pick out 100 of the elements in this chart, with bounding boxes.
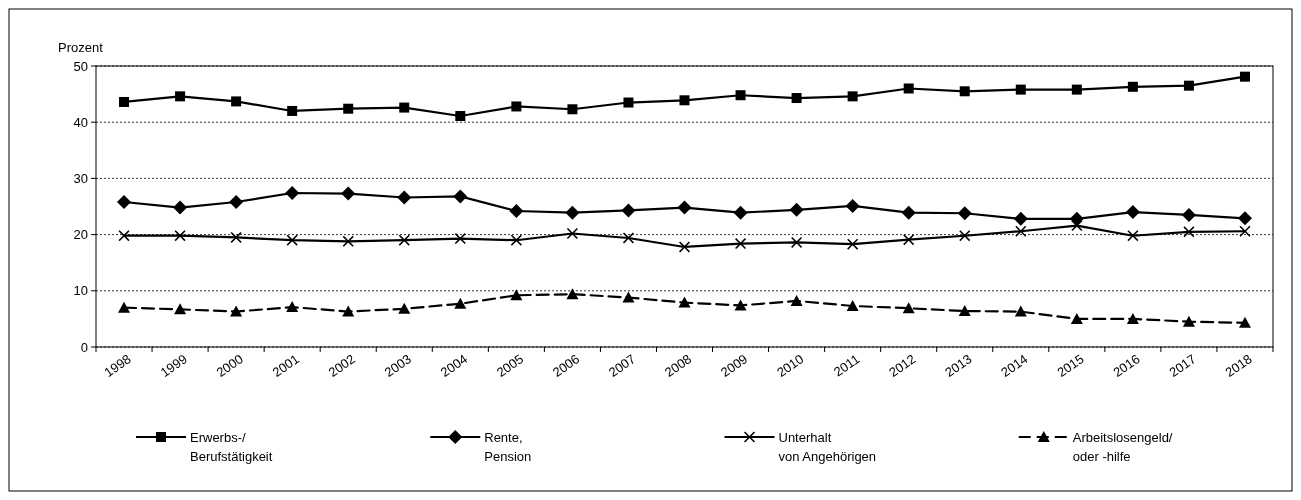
- point: [791, 236, 803, 248]
- y-tick-label: 30: [73, 170, 88, 186]
- point: [1239, 225, 1251, 237]
- point: [958, 305, 971, 317]
- legend-label: Erwerbs-/ Berufstätigkeit: [190, 430, 273, 464]
- point: [1071, 220, 1083, 232]
- point: [734, 299, 747, 311]
- point: [231, 96, 242, 107]
- point: [791, 93, 802, 104]
- point: [454, 297, 467, 309]
- point: [790, 294, 803, 306]
- point: [510, 289, 523, 301]
- point: [174, 303, 187, 315]
- point: [397, 190, 412, 205]
- y-tick-label: 50: [73, 58, 88, 74]
- point: [117, 195, 132, 209]
- y-axis-title: Prozent: [58, 40, 104, 55]
- x-tick-label: 2002: [325, 351, 358, 381]
- x-tick-label: 2011: [830, 351, 863, 380]
- point: [1182, 315, 1195, 327]
- point: [287, 105, 298, 116]
- point: [399, 102, 410, 113]
- point: [567, 104, 578, 115]
- x-tick-label: 2000: [213, 351, 246, 381]
- point: [679, 95, 690, 106]
- point: [398, 234, 410, 246]
- x-tick-label: 2014: [998, 351, 1031, 381]
- point: [1015, 225, 1027, 237]
- point: [621, 203, 636, 218]
- point: [1127, 230, 1139, 242]
- point: [398, 302, 411, 314]
- point: [509, 204, 524, 218]
- point: [622, 232, 634, 244]
- x-tick-label: 2004: [437, 351, 471, 381]
- point: [342, 305, 355, 317]
- point: [286, 301, 299, 313]
- point: [510, 234, 522, 246]
- point: [846, 299, 859, 311]
- legend-label: Unterhalt von Angehörigen: [778, 430, 877, 464]
- point: [1127, 81, 1138, 92]
- point: [565, 205, 580, 220]
- point: [847, 91, 858, 102]
- point: [903, 234, 915, 246]
- y-tick-label: 0: [80, 339, 88, 355]
- point: [455, 111, 466, 122]
- point: [845, 198, 860, 213]
- x-tick-label: 2001: [269, 351, 302, 381]
- y-tick-label: 10: [73, 283, 88, 299]
- point: [623, 97, 634, 108]
- point: [1183, 226, 1195, 238]
- point: [175, 91, 186, 102]
- x-tick-label: 2010: [774, 351, 807, 381]
- y-tick-label: 40: [73, 114, 88, 130]
- point: [566, 288, 579, 300]
- point: [285, 186, 300, 201]
- point: [566, 227, 578, 239]
- point: [230, 231, 242, 243]
- point: [1071, 84, 1082, 95]
- point: [1014, 305, 1027, 317]
- point: [174, 230, 186, 242]
- legend-label: Arbeitslosengeld/ oder -hilfe: [1072, 430, 1173, 464]
- point: [1238, 316, 1251, 328]
- point: [1015, 84, 1026, 95]
- point: [341, 186, 356, 201]
- point: [735, 238, 747, 250]
- point: [789, 202, 804, 217]
- x-tick-label: 2008: [661, 351, 695, 381]
- point: [454, 233, 466, 245]
- point: [1237, 211, 1252, 226]
- point: [903, 83, 914, 94]
- legend-label: Rente, Pension: [484, 430, 532, 464]
- point: [677, 200, 692, 215]
- point: [511, 101, 522, 112]
- point: [735, 90, 746, 101]
- point: [119, 96, 130, 107]
- point: [343, 103, 354, 114]
- point: [286, 234, 298, 246]
- point: [679, 241, 690, 253]
- y-tick-label: 20: [73, 227, 88, 243]
- point: [1013, 211, 1028, 226]
- x-tick-label: 2006: [549, 351, 583, 381]
- point: [1070, 312, 1083, 324]
- point: [959, 86, 970, 97]
- point: [622, 291, 635, 303]
- x-tick-label: 2012: [886, 351, 919, 381]
- point: [453, 189, 468, 204]
- point: [847, 238, 859, 250]
- point: [902, 302, 915, 314]
- point: [118, 301, 131, 313]
- point: [901, 205, 916, 220]
- point: [230, 305, 243, 317]
- x-tick-label: 2018: [1222, 351, 1255, 381]
- point: [957, 206, 972, 221]
- point: [1126, 312, 1139, 324]
- x-tick-label: 2009: [717, 351, 751, 381]
- point: [1183, 80, 1194, 91]
- point: [229, 195, 244, 209]
- point: [173, 200, 188, 215]
- point: [118, 230, 130, 242]
- point: [678, 296, 691, 308]
